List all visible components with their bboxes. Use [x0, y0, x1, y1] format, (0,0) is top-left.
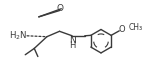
Text: N: N [69, 36, 76, 45]
Text: CH₃: CH₃ [128, 23, 142, 32]
Text: H: H [69, 41, 75, 50]
Text: O: O [56, 4, 63, 13]
Text: O: O [119, 25, 125, 34]
Text: $\mathregular{H_2N}$: $\mathregular{H_2N}$ [9, 30, 27, 42]
